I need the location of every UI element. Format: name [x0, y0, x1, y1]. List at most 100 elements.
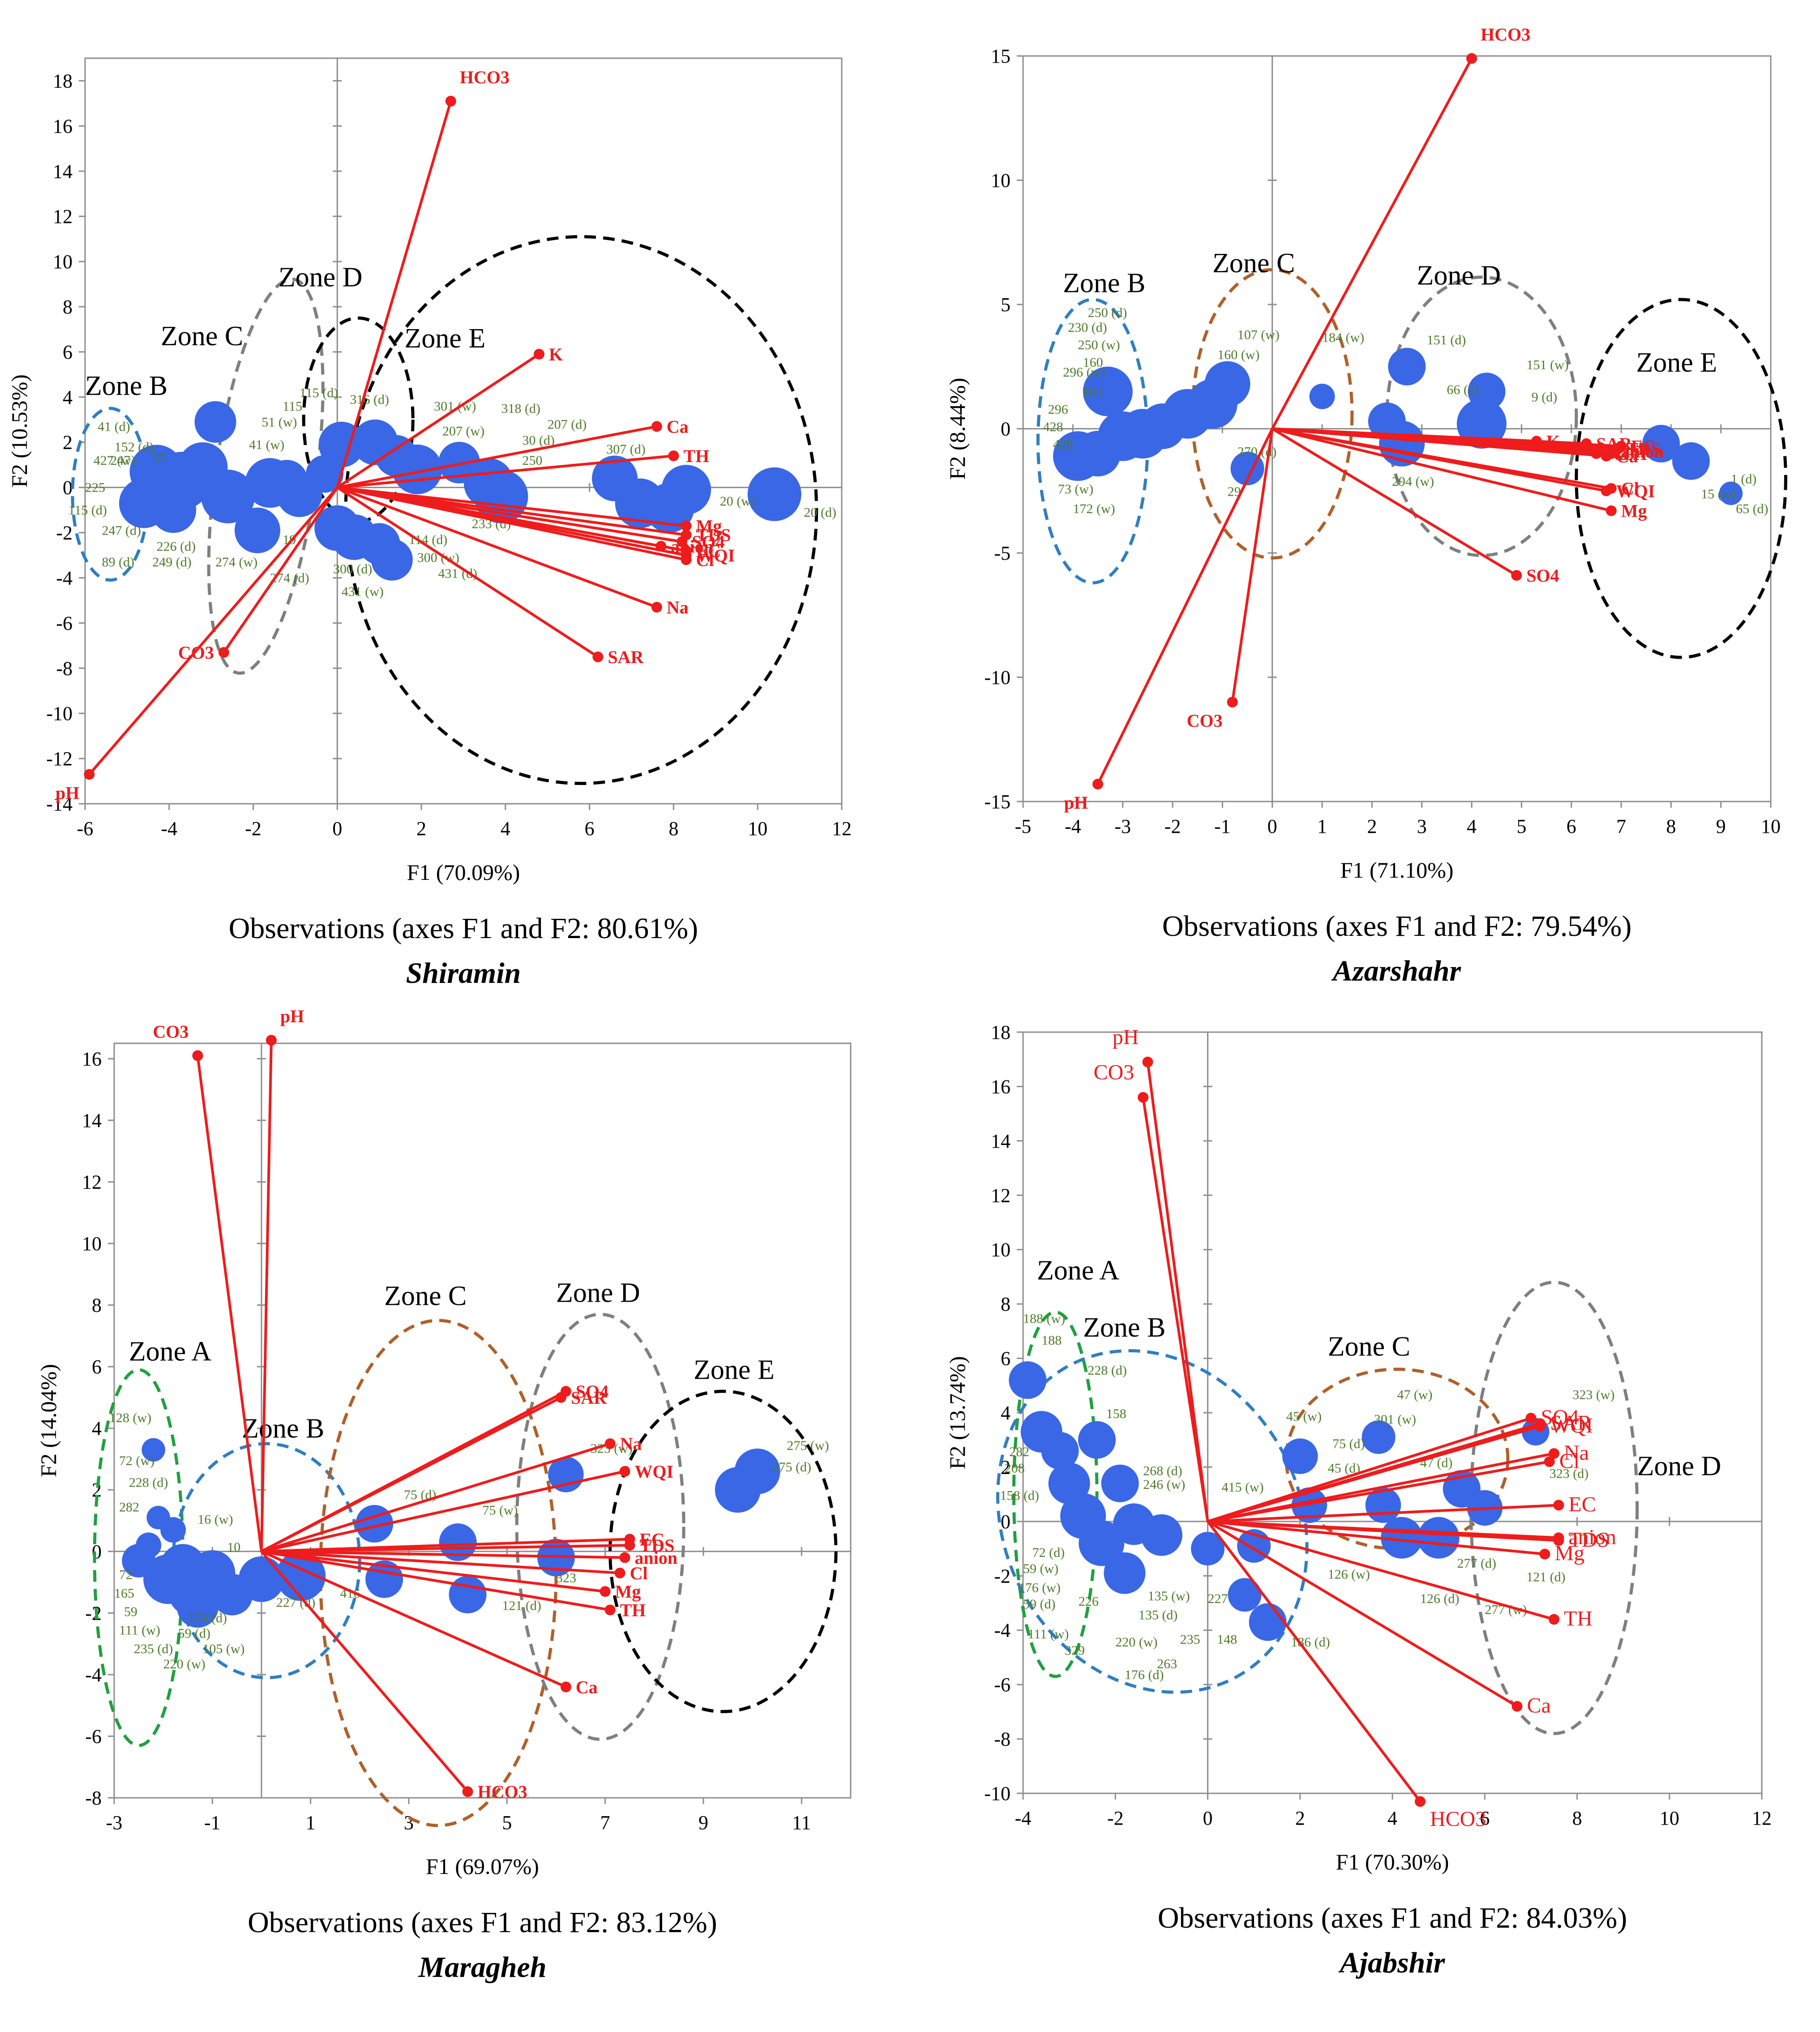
variable-label: SO4 — [692, 532, 724, 552]
x-axis-title: F1 (70.09%) — [407, 860, 520, 885]
observation-point — [1009, 1361, 1047, 1399]
zone-label: Zone A — [1037, 1256, 1119, 1286]
variable-label: Ca — [1616, 446, 1638, 467]
observation-label: 72 — [119, 1568, 133, 1582]
y-tick-label: 16 — [991, 1076, 1011, 1097]
x-tick-label: -3 — [106, 1812, 123, 1834]
variable-label: pH — [1113, 1025, 1139, 1049]
y-tick-label: -2 — [56, 522, 73, 544]
variable-label: TH — [620, 1600, 646, 1620]
variable-label: EC — [696, 541, 721, 561]
variable-label: Cl — [696, 550, 714, 570]
y-tick-label: 8 — [1001, 1293, 1011, 1315]
variable-label: TH — [1621, 444, 1647, 464]
x-tick-label: 2 — [1295, 1807, 1305, 1829]
y-tick-label: 18 — [53, 70, 73, 92]
variable-vector — [1208, 1520, 1545, 1556]
x-tick-label: -3 — [1114, 815, 1131, 837]
observation-label: 114 (d) — [409, 532, 447, 547]
variable-vector — [1207, 1520, 1518, 1708]
observation-point — [1041, 1432, 1079, 1470]
y-axis-title: F2 (14.04%) — [36, 1364, 61, 1477]
variable-label: anion — [1568, 1525, 1616, 1549]
observation-point — [1309, 383, 1335, 409]
zone-label: Zone B — [1063, 268, 1145, 298]
chart-caption: Observations (axes F1 and F2: 80.61%) — [229, 912, 698, 945]
x-tick-label: 12 — [832, 818, 852, 840]
y-tick-label: 5 — [1001, 294, 1011, 316]
variable-vector — [261, 1550, 567, 1689]
y-tick-label: 8 — [92, 1295, 102, 1316]
observation-label: 275 (w) — [787, 1438, 829, 1453]
variable-vector — [337, 486, 657, 609]
variable-vector — [1142, 1097, 1209, 1522]
vector-tip — [1227, 697, 1238, 707]
vector-tip — [1092, 779, 1103, 790]
zone-label: Zone B — [1083, 1312, 1165, 1343]
y-tick-label: 6 — [63, 341, 73, 363]
y-tick-label: 10 — [53, 251, 73, 273]
x-tick-label: 10 — [1660, 1807, 1679, 1829]
observation-label: 107 (w) — [1238, 328, 1280, 343]
vector-tip — [681, 545, 692, 556]
vector-tip — [619, 1466, 630, 1477]
y-tick-label: -10 — [984, 667, 1011, 689]
observation-point — [201, 469, 255, 523]
observation-label: 186 (d) — [1291, 1635, 1330, 1650]
observation-label: 247 — [110, 453, 130, 468]
observation-label: 188 — [1041, 1333, 1062, 1348]
vector-tip — [614, 1567, 625, 1578]
variable-label: Ca — [1527, 1694, 1550, 1718]
vector-tip — [604, 1438, 616, 1449]
x-tick-label: 9 — [1716, 815, 1726, 837]
y-tick-label: 12 — [82, 1171, 102, 1193]
observation-label: 158 (d) — [1000, 1488, 1039, 1503]
chart-caption: Observations (axes F1 and F2: 83.12%) — [248, 1906, 717, 1939]
observation-label: 45 (w) — [1286, 1409, 1322, 1424]
y-tick-label: -10 — [46, 703, 73, 724]
y-tick-label: 10 — [82, 1233, 102, 1255]
variable-label: Mg — [1554, 1542, 1584, 1565]
vector-tip — [84, 769, 95, 780]
observation-label: 172 (w) — [1073, 502, 1115, 516]
y-tick-label: 12 — [53, 206, 73, 227]
y-tick-label: 4 — [1001, 1402, 1011, 1424]
y-tick-label: 2 — [1001, 1456, 1011, 1478]
zone-ellipse — [515, 1312, 685, 1741]
y-tick-label: -4 — [85, 1664, 102, 1686]
observation-label: 427 (w) — [94, 453, 136, 468]
vector-tip — [1535, 1421, 1546, 1432]
variable-label: TDS — [640, 1535, 675, 1556]
variable-vector — [261, 1470, 625, 1553]
observation-point — [141, 1438, 165, 1462]
variable-label: TDS — [1626, 439, 1661, 459]
variable-label: Na — [620, 1434, 642, 1454]
vector-tip — [1414, 1796, 1426, 1807]
observation-label: 274 (w) — [215, 555, 257, 570]
variable-vector — [261, 1550, 606, 1593]
observation-point — [234, 507, 280, 553]
observation-label: 415 (w) — [1221, 1480, 1263, 1495]
variable-label: EC — [1568, 1492, 1596, 1516]
variable-label: SO4 — [1526, 566, 1559, 586]
x-tick-label: 0 — [332, 818, 342, 840]
y-tick-label: 4 — [63, 386, 73, 408]
observation-label: 277 (d) — [1457, 1556, 1496, 1571]
vector-tip — [668, 450, 679, 461]
x-tick-label: 5 — [502, 1812, 512, 1834]
variable-label: HCO3 — [460, 67, 510, 87]
x-tick-label: 1 — [1317, 815, 1327, 837]
observation-label: 268 (d) — [1143, 1464, 1182, 1479]
vector-tip — [534, 348, 544, 360]
observation-label: 428 — [1053, 437, 1073, 452]
observation-label: 115 (d) — [300, 386, 338, 400]
observation-point — [1456, 399, 1507, 449]
observation-label: 246 (w) — [1143, 1477, 1185, 1492]
x-tick-label: -5 — [1015, 815, 1032, 837]
observation-label: 247 (d) — [102, 523, 141, 538]
observation-label: 111 (w) — [119, 1623, 160, 1638]
x-tick-label: 4 — [1387, 1807, 1397, 1829]
variable-label: WQI — [1550, 1414, 1593, 1437]
y-tick-label: 0 — [1001, 1511, 1011, 1533]
